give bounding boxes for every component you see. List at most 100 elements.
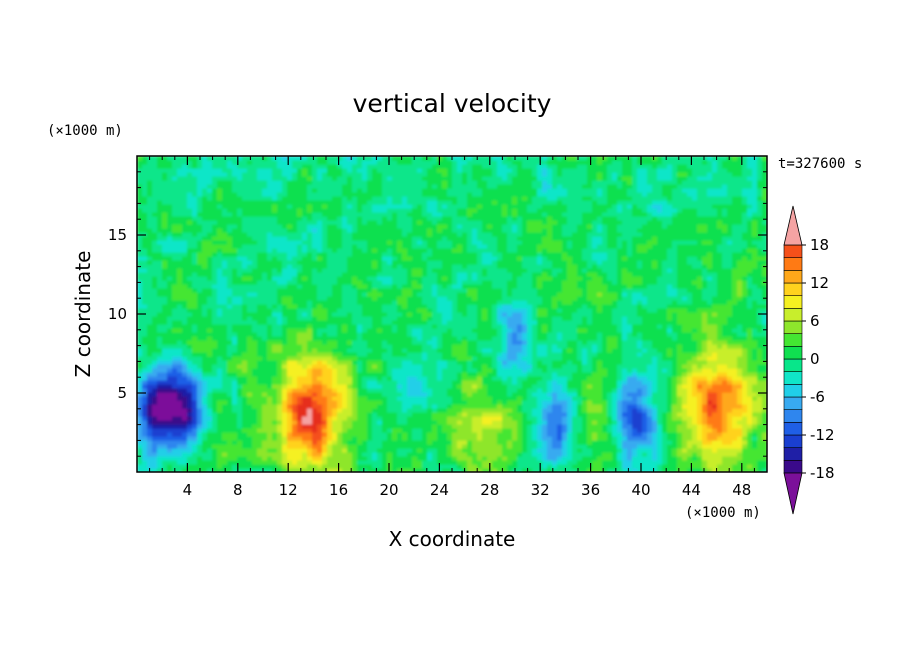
- field-cell: [292, 324, 298, 329]
- field-cell: [447, 272, 453, 277]
- field-cell: [372, 200, 378, 205]
- field-cell: [382, 176, 388, 181]
- field-cell: [317, 384, 323, 389]
- field-cell: [147, 280, 153, 285]
- field-cell: [197, 292, 203, 297]
- field-cell: [377, 296, 383, 301]
- field-cell: [247, 324, 253, 329]
- field-cell: [317, 416, 323, 421]
- field-cell: [417, 452, 423, 457]
- field-cell: [187, 296, 193, 301]
- field-cell: [152, 424, 158, 429]
- field-cell: [332, 424, 338, 429]
- field-cell: [382, 384, 388, 389]
- field-cell: [272, 396, 278, 401]
- field-cell: [402, 160, 408, 165]
- field-cell: [157, 272, 163, 277]
- field-cell: [322, 352, 328, 357]
- field-cell: [437, 456, 443, 461]
- field-cell: [152, 196, 158, 201]
- field-cell: [372, 400, 378, 405]
- field-cell: [387, 296, 393, 301]
- field-cell: [332, 244, 338, 249]
- field-cell: [297, 276, 303, 281]
- field-cell: [302, 464, 308, 469]
- field-cell: [202, 424, 208, 429]
- field-cell: [137, 396, 143, 401]
- field-cell: [412, 276, 418, 281]
- field-cell: [237, 324, 243, 329]
- field-cell: [177, 420, 183, 425]
- field-cell: [297, 336, 303, 341]
- field-cell: [332, 308, 338, 313]
- field-cell: [402, 364, 408, 369]
- field-cell: [172, 268, 178, 273]
- field-cell: [437, 320, 443, 325]
- field-cell: [297, 356, 303, 361]
- field-cell: [412, 408, 418, 413]
- field-cell: [367, 320, 373, 325]
- field-cell: [332, 348, 338, 353]
- field-cell: [227, 280, 233, 285]
- field-cell: [367, 276, 373, 281]
- field-cell: [187, 308, 193, 313]
- field-cell: [212, 192, 218, 197]
- field-cell: [352, 244, 358, 249]
- field-cell: [277, 452, 283, 457]
- field-cell: [187, 452, 193, 457]
- field-cell: [297, 268, 303, 273]
- field-cell: [152, 344, 158, 349]
- field-cell: [212, 164, 218, 169]
- field-cell: [382, 328, 388, 333]
- field-cell: [207, 268, 213, 273]
- field-cell: [357, 316, 363, 321]
- field-cell: [282, 432, 288, 437]
- field-cell: [207, 164, 213, 169]
- field-cell: [222, 376, 228, 381]
- field-cell: [262, 236, 268, 241]
- field-cell: [347, 388, 353, 393]
- field-cell: [432, 356, 438, 361]
- field-cell: [197, 216, 203, 221]
- field-cell: [232, 332, 238, 337]
- field-cell: [427, 204, 433, 209]
- field-cell: [337, 200, 343, 205]
- field-cell: [152, 288, 158, 293]
- field-cell: [262, 372, 268, 377]
- field-cell: [242, 196, 248, 201]
- field-cell: [297, 156, 303, 161]
- field-cell: [297, 428, 303, 433]
- field-cell: [377, 428, 383, 433]
- field-cell: [312, 400, 318, 405]
- field-cell: [192, 296, 198, 301]
- field-cell: [402, 448, 408, 453]
- field-cell: [442, 464, 448, 469]
- field-cell: [292, 464, 298, 469]
- field-cell: [322, 380, 328, 385]
- field-cell: [202, 336, 208, 341]
- field-cell: [387, 460, 393, 465]
- field-cell: [257, 180, 263, 185]
- field-cell: [287, 180, 293, 185]
- field-cell: [242, 272, 248, 277]
- field-cell: [412, 220, 418, 225]
- field-cell: [447, 420, 453, 425]
- field-cell: [202, 468, 208, 472]
- field-cell: [357, 304, 363, 309]
- field-cell: [162, 228, 168, 233]
- field-cell: [302, 196, 308, 201]
- field-cell: [382, 216, 388, 221]
- field-cell: [162, 428, 168, 433]
- field-cell: [402, 200, 408, 205]
- field-cell: [447, 248, 453, 253]
- field-cell: [197, 340, 203, 345]
- field-cell: [227, 412, 233, 417]
- field-cell: [172, 284, 178, 289]
- field-cell: [317, 164, 323, 169]
- field-cell: [407, 228, 413, 233]
- field-cell: [267, 308, 273, 313]
- field-cell: [252, 332, 258, 337]
- field-cell: [202, 224, 208, 229]
- field-cell: [367, 204, 373, 209]
- field-cell: [182, 316, 188, 321]
